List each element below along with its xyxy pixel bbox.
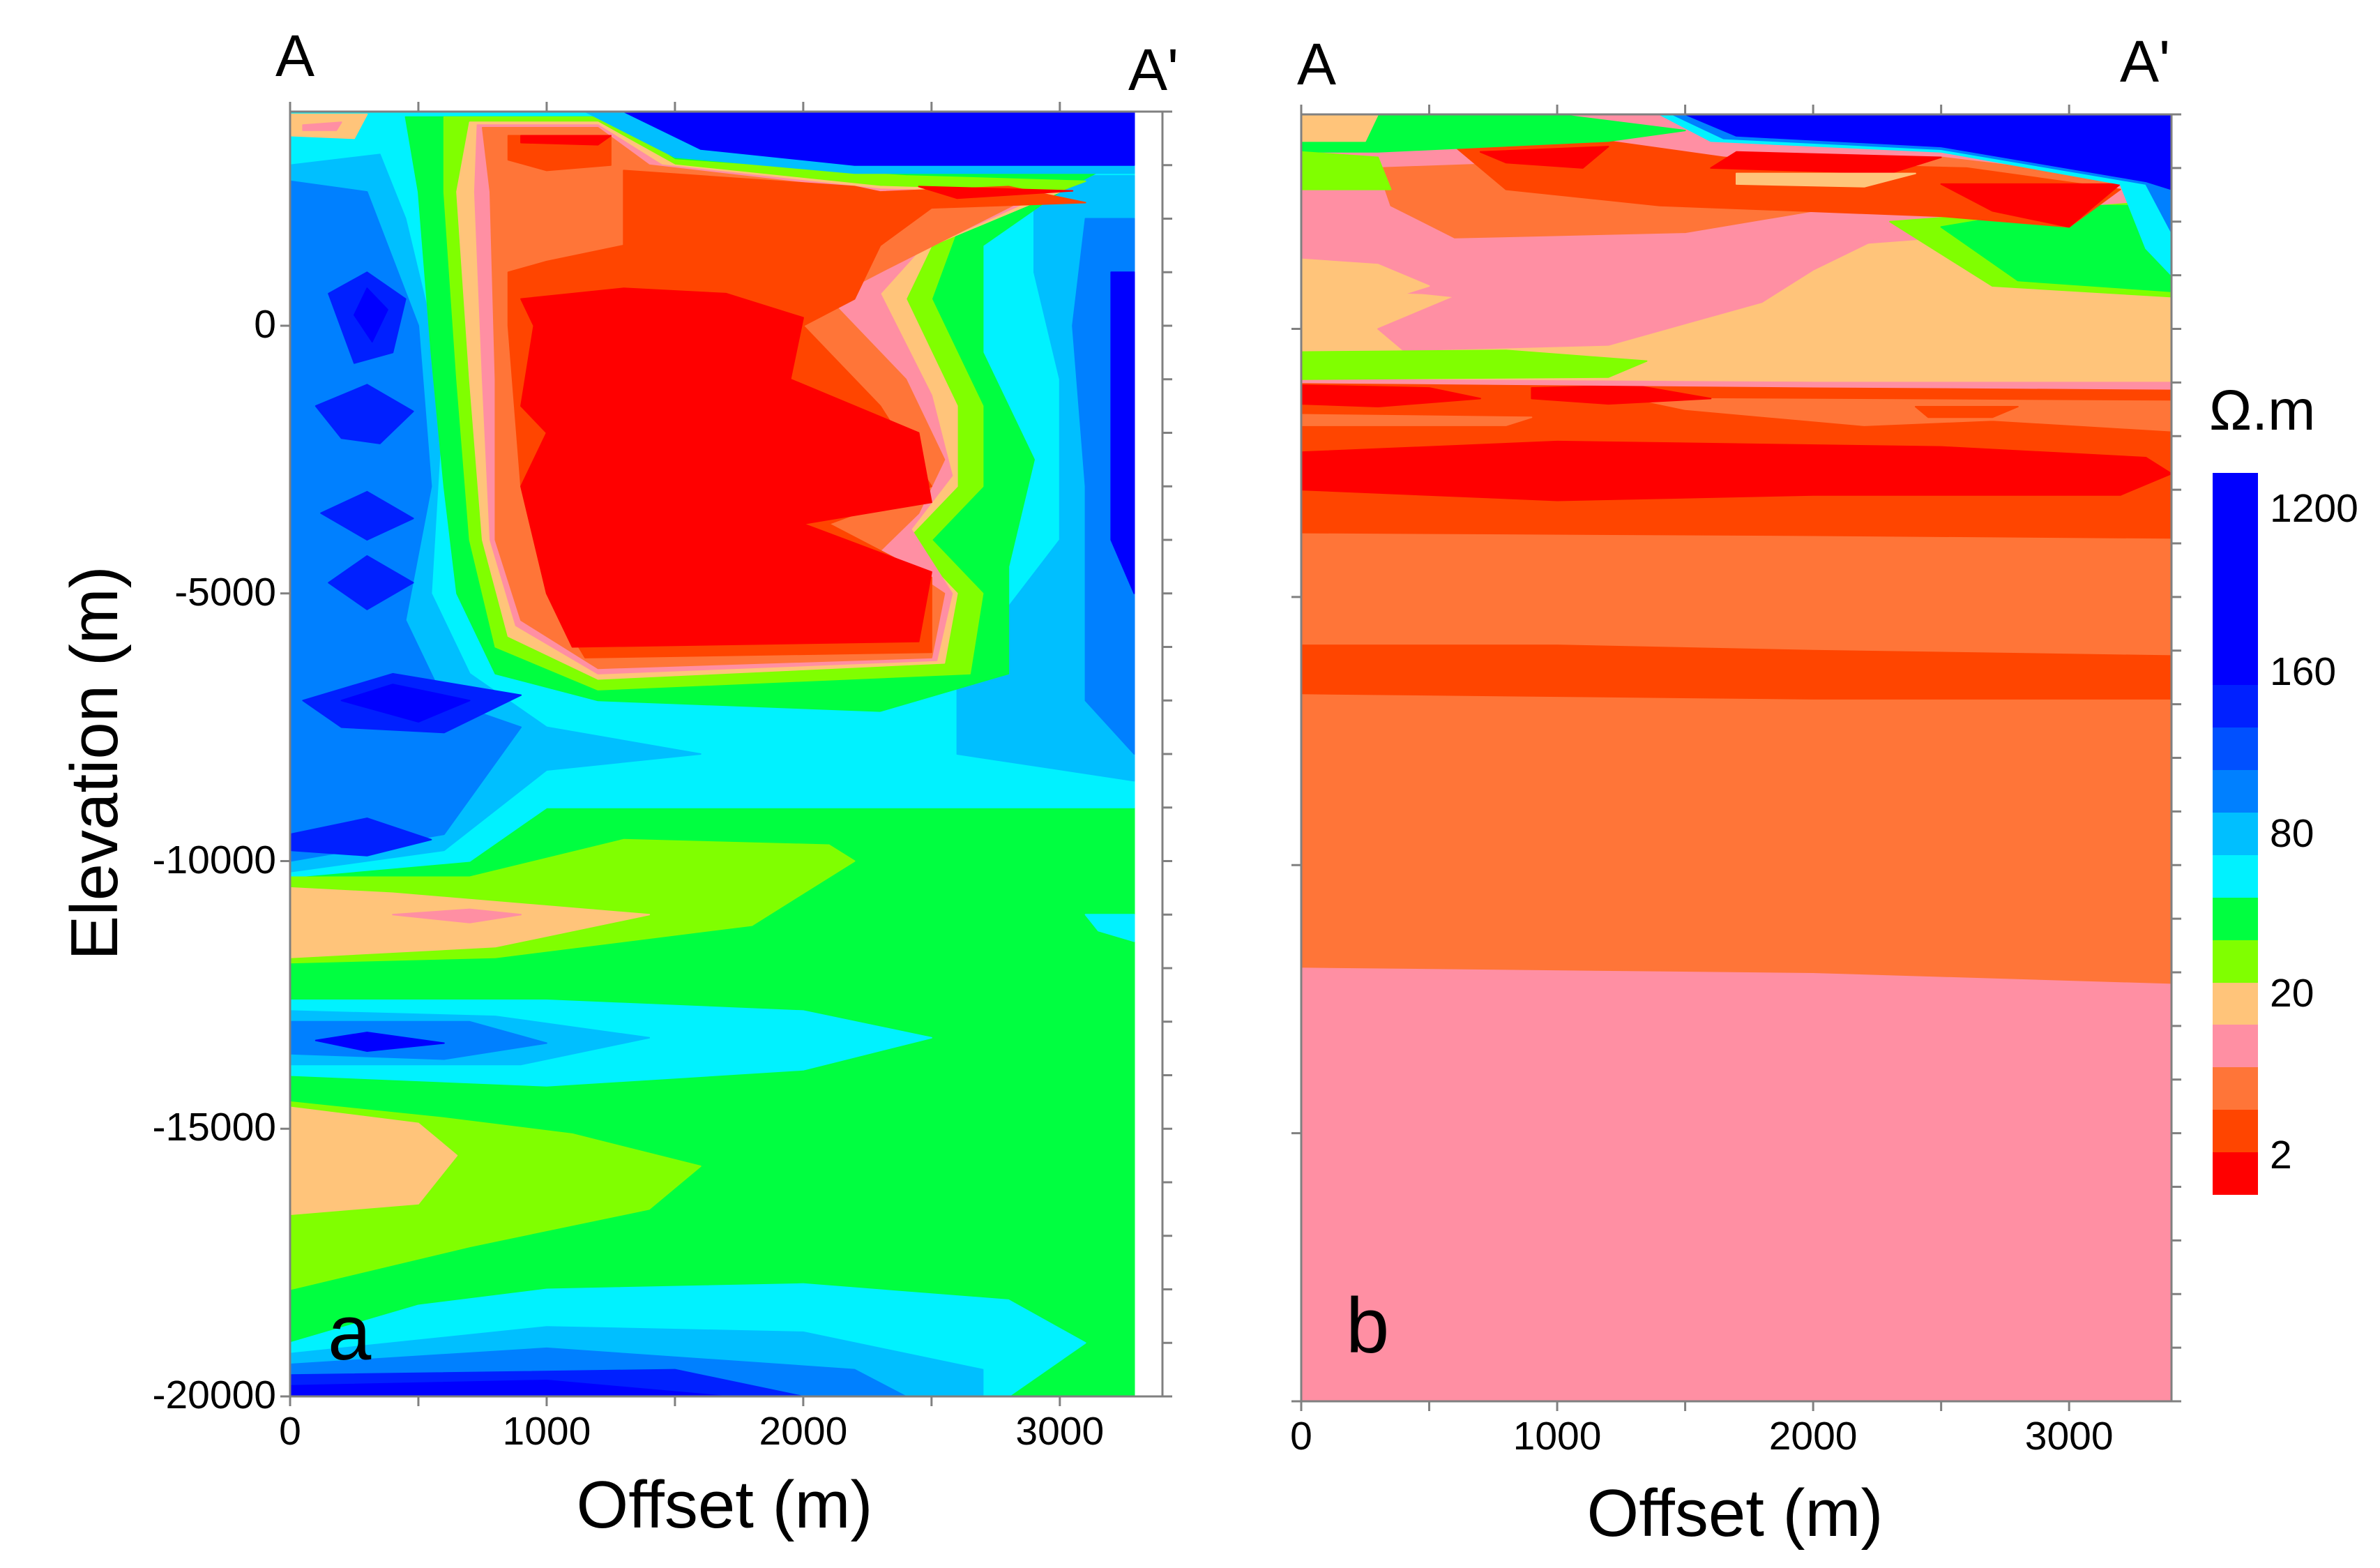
- x-tick-label: 1000: [502, 1409, 591, 1454]
- profile-end-label-b: A': [2120, 29, 2171, 94]
- y-axis-title: Elevation (m): [57, 566, 132, 960]
- x-tick-label: 2000: [1768, 1414, 1858, 1458]
- contour-region-level-12: [1110, 271, 1135, 594]
- colorbar-swatch: [2213, 813, 2258, 855]
- contour-region-level-7: [1084, 914, 1135, 942]
- contour-region-level-0: [520, 135, 612, 146]
- profile-start-label-a: A: [275, 23, 315, 89]
- panel-a-contour-plot: [289, 111, 1135, 1397]
- colorbar-swatch: [2213, 1067, 2258, 1110]
- colorbar-label: 2: [2270, 1133, 2292, 1177]
- contour-region-level-12: [314, 1032, 445, 1052]
- x-axis-title-b: Offset (m): [1586, 1476, 1883, 1551]
- contour-region-level-0: [1301, 440, 2172, 502]
- x-tick-label: 0: [1290, 1414, 1312, 1458]
- colorbar-label: 160: [2270, 649, 2337, 694]
- contour-region-level-2: [1301, 414, 1533, 426]
- colorbar-swatch: [2213, 854, 2258, 898]
- panel-b-contour-plot: [1301, 114, 2172, 1402]
- colorbar: [2213, 473, 2258, 1195]
- contour-region-level-0: [520, 287, 932, 648]
- contour-region-level-3: [392, 908, 522, 924]
- contour-region-level-11: [320, 490, 414, 541]
- contour-region-level-4: [1736, 172, 1916, 188]
- panel-label-b: b: [1346, 1282, 1390, 1369]
- x-tick-label: 2000: [759, 1409, 848, 1454]
- contour-region-level-12: [340, 684, 471, 723]
- colorbar-swatch: [2213, 982, 2258, 1025]
- contour-region-level-11: [314, 384, 414, 444]
- colorbar-label: 20: [2270, 971, 2314, 1016]
- profile-start-label-b: A: [1297, 31, 1337, 97]
- contour-region-level-4: [1301, 114, 1379, 142]
- colorbar-label: 80: [2270, 811, 2314, 856]
- colorbar-swatch: [2213, 1152, 2258, 1195]
- contour-region-level-0: [1940, 183, 2121, 228]
- panel-label-a: a: [328, 1289, 372, 1376]
- colorbar-swatch: [2213, 1025, 2258, 1068]
- y-tick-label: -20000: [152, 1373, 277, 1417]
- contour-region-level-12: [354, 287, 388, 342]
- colorbar-swatch: [2213, 897, 2258, 940]
- colorbar-swatch: [2213, 728, 2258, 771]
- axes-frames: [280, 102, 2181, 1411]
- x-tick-label: 3000: [1015, 1409, 1105, 1454]
- colorbar-swatch: [2213, 685, 2258, 728]
- x-axis-title-a: Offset (m): [576, 1468, 873, 1542]
- contour-region-level-1: [1914, 406, 2019, 419]
- y-tick-label: 0: [254, 302, 276, 347]
- contour-region-level-11: [328, 555, 414, 610]
- contour-region-level-0: [918, 186, 1074, 199]
- colorbar-label: 1200: [2270, 486, 2358, 531]
- colorbar-swatch: [2213, 940, 2258, 983]
- colorbar-swatch: [2213, 770, 2258, 813]
- y-tick-label: -5000: [174, 569, 276, 615]
- x-tick-label: 3000: [2024, 1414, 2114, 1458]
- colorbar-swatch: [2213, 473, 2258, 686]
- profile-end-label-a: A': [1128, 37, 1179, 103]
- contour-region-level-0: [1479, 146, 1609, 169]
- x-tick-label: 1000: [1513, 1414, 1602, 1458]
- y-tick-label: -10000: [152, 837, 277, 882]
- colorbar-unit: Ω.m: [2209, 379, 2316, 442]
- contour-region-level-5: [1301, 151, 1392, 190]
- colorbar-swatch: [2213, 1110, 2258, 1153]
- x-tick-label: 0: [279, 1409, 301, 1454]
- y-tick-label: -15000: [152, 1105, 277, 1150]
- contour-region-level-3: [302, 121, 342, 131]
